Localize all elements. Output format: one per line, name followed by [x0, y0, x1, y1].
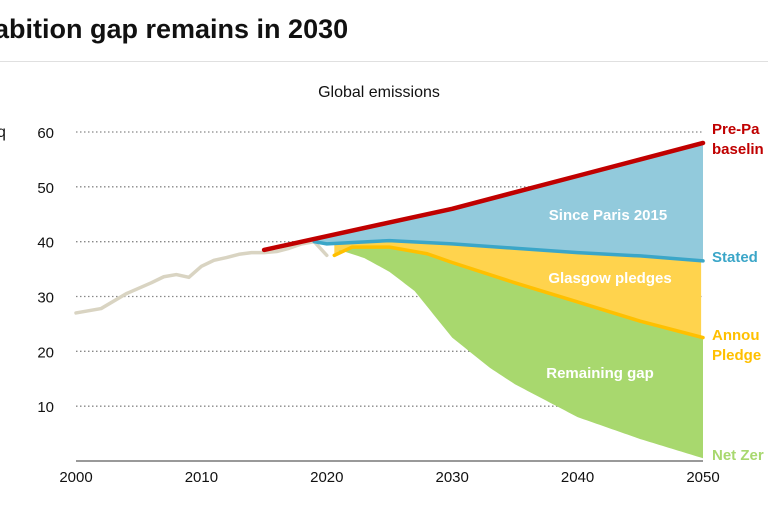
x-tick-label: 2020	[310, 469, 343, 486]
divider	[0, 61, 768, 62]
pre-paris-label: baselin	[712, 141, 764, 158]
area-label: Since Paris 2015	[549, 207, 667, 224]
x-tick-label: 2010	[185, 469, 218, 486]
x-tick-label: 2040	[561, 469, 594, 486]
y-tick-label: 20	[37, 344, 54, 361]
area-label: Remaining gap	[546, 365, 654, 382]
historical-line	[74, 239, 329, 315]
x-tick-label: 2030	[436, 469, 469, 486]
stated-label: Stated	[712, 249, 758, 266]
y-tick-label: 30	[37, 290, 54, 307]
net-zero-label: Net Zer	[712, 447, 764, 464]
y-tick-label: 10	[37, 399, 54, 416]
chart-title: abition gap remains in 2030	[0, 14, 349, 44]
y-tick-label: 60	[37, 125, 54, 142]
y-tick-label: 50	[37, 180, 54, 197]
y-tick-label: 40	[37, 235, 54, 252]
y-axis-label: q	[0, 124, 6, 141]
area-remaining-gap	[339, 247, 703, 459]
pre-paris-label: Pre-Pa	[712, 121, 760, 138]
announced-pledges-label: Annou	[712, 327, 759, 344]
x-tick-label: 2000	[59, 469, 92, 486]
x-tick-label: 2050	[686, 469, 719, 486]
area-label: Glasgow pledges	[548, 270, 671, 287]
stated-line	[312, 238, 705, 263]
chart-subtitle: Global emissions	[318, 84, 440, 101]
announced-pledges-line	[332, 245, 705, 340]
area-since-paris	[314, 142, 703, 261]
announced-pledges-label: Pledge	[712, 347, 761, 364]
area-glasgow-pledges	[334, 240, 702, 338]
pre-paris-line	[261, 140, 706, 253]
